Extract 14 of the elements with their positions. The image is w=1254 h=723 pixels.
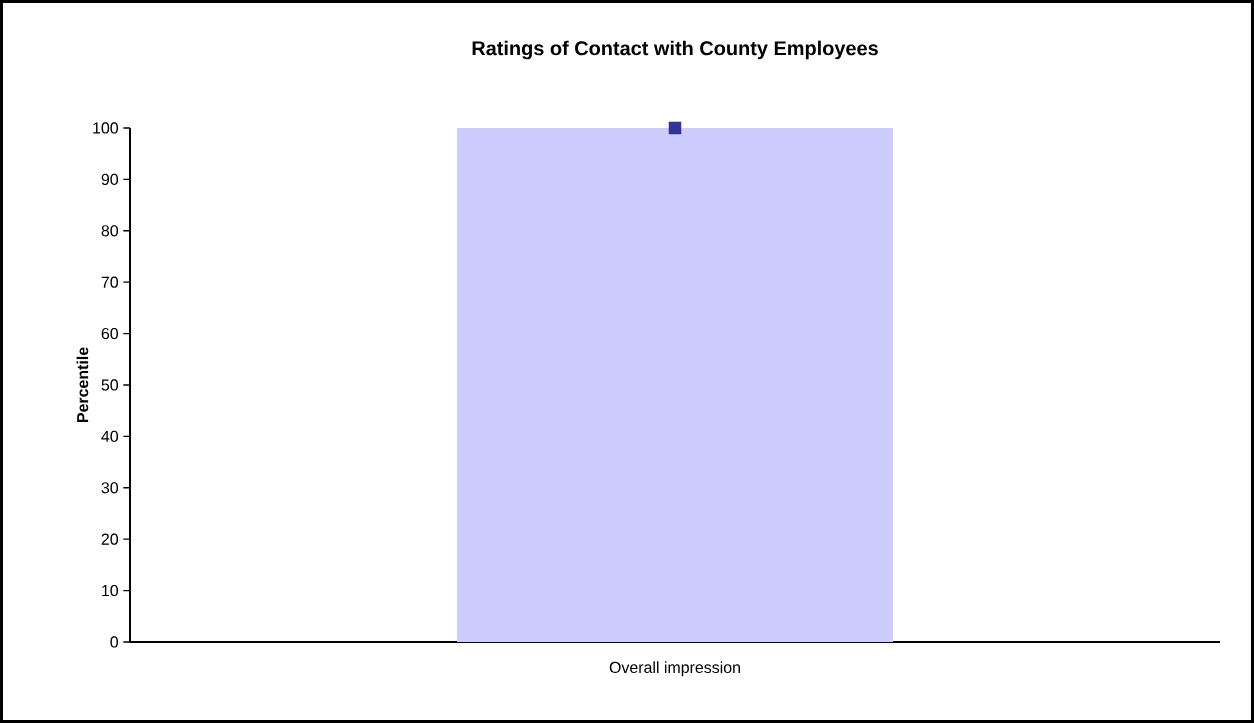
y-tick-label: 50: [101, 379, 119, 391]
y-tick-label: 80: [101, 225, 119, 237]
y-tick-label: 10: [102, 584, 119, 597]
y-tick-label: 0: [110, 636, 119, 648]
y-tick-label: 20: [101, 533, 119, 545]
y-tick-label: 100: [93, 122, 119, 134]
x-tick-label: Overall impression: [609, 661, 740, 677]
y-tick-label: 60: [101, 327, 119, 340]
y-tick-label: 90: [101, 173, 119, 186]
y-tick-label: 30: [101, 482, 119, 494]
y-tick-label: 40: [101, 430, 119, 443]
y-axis-title: Percentile: [76, 347, 89, 423]
y-tick-label: 70: [101, 276, 119, 288]
chart-title: Ratings of Contact with County Employees: [472, 40, 878, 60]
